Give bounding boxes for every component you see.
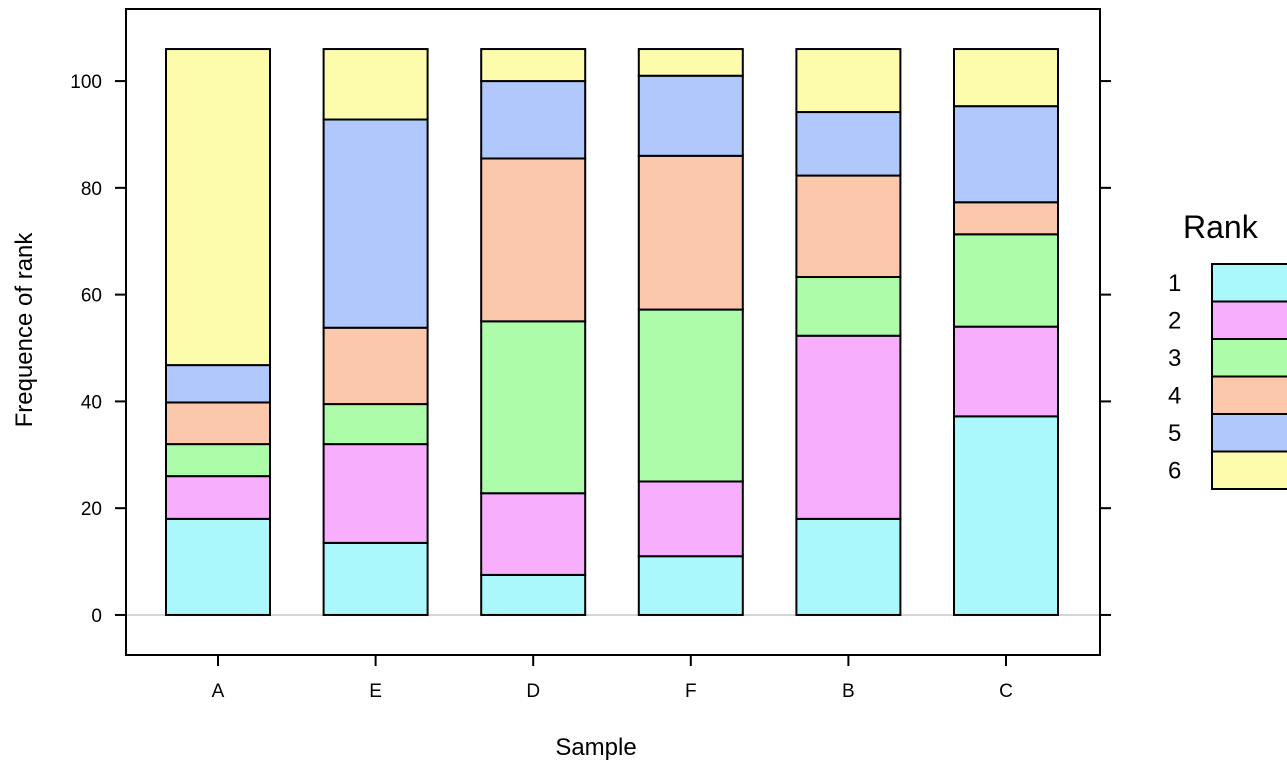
legend-swatch-rank-1 bbox=[1211, 263, 1287, 303]
bar-segment-rank-5 bbox=[637, 74, 744, 157]
bar-segment-rank-2 bbox=[637, 480, 744, 558]
bar-segment-rank-4 bbox=[953, 201, 1059, 236]
bar-segment-rank-6 bbox=[637, 48, 744, 77]
bar-segment-rank-1 bbox=[322, 541, 429, 616]
bar-segment-rank-4 bbox=[637, 154, 744, 311]
bar-stack bbox=[322, 48, 429, 616]
legend-swatch-rank-6 bbox=[1211, 450, 1287, 490]
legend-swatch-rank-2 bbox=[1211, 300, 1287, 340]
legend-label-rank-2: 2 bbox=[1168, 308, 1181, 335]
legend-label-rank-1: 1 bbox=[1168, 270, 1181, 297]
stacked-bars bbox=[165, 48, 1059, 616]
bar-segment-rank-2 bbox=[480, 492, 587, 576]
bar-segment-rank-5 bbox=[953, 105, 1059, 204]
bar-segment-rank-5 bbox=[480, 80, 587, 160]
bar-segment-rank-2 bbox=[165, 475, 271, 520]
legend: Rank 1 2 3 4 5 6 bbox=[1168, 209, 1287, 490]
bar-stack bbox=[953, 48, 1059, 616]
y-tick-label: 80 bbox=[81, 179, 102, 200]
bar-segment-rank-1 bbox=[165, 517, 271, 616]
legend-label-rank-3: 3 bbox=[1168, 345, 1181, 372]
bar-segment-rank-1 bbox=[953, 415, 1059, 616]
bar-stack bbox=[480, 48, 587, 616]
x-tick-label: E bbox=[369, 681, 382, 702]
bar-segment-rank-6 bbox=[165, 48, 271, 367]
legend-swatch-rank-5 bbox=[1211, 413, 1287, 453]
bar-segment-rank-4 bbox=[795, 174, 902, 279]
bar-segment-rank-5 bbox=[795, 111, 902, 177]
bar-segment-rank-6 bbox=[480, 48, 587, 83]
y-tick-label: 60 bbox=[81, 286, 102, 307]
bar-stack bbox=[795, 48, 902, 616]
bar-stack bbox=[637, 48, 744, 616]
bar-segment-rank-2 bbox=[795, 334, 902, 520]
bar-segment-rank-3 bbox=[165, 443, 271, 478]
bar-segment-rank-3 bbox=[953, 233, 1059, 328]
legend-label-rank-5: 5 bbox=[1168, 420, 1181, 447]
y-tick-label: 40 bbox=[81, 392, 102, 413]
legend-swatch-rank-4 bbox=[1211, 375, 1287, 415]
bar-segment-rank-3 bbox=[322, 403, 429, 446]
x-tick-label: D bbox=[526, 681, 540, 702]
bar-segment-rank-5 bbox=[165, 364, 271, 404]
x-axis-label: Sample bbox=[555, 734, 636, 761]
y-tick-label: 100 bbox=[70, 72, 102, 93]
bar-segment-rank-4 bbox=[165, 401, 271, 446]
bar-segment-rank-6 bbox=[953, 48, 1059, 108]
bar-segment-rank-2 bbox=[322, 443, 429, 544]
x-tick-label: F bbox=[685, 681, 697, 702]
bar-segment-rank-3 bbox=[480, 320, 587, 495]
bar-segment-rank-2 bbox=[953, 325, 1059, 418]
x-tick-label: A bbox=[212, 681, 225, 702]
y-tick-label: 20 bbox=[81, 499, 102, 520]
legend-label-rank-6: 6 bbox=[1168, 458, 1181, 485]
legend-swatch-rank-3 bbox=[1211, 338, 1287, 378]
plot-frame bbox=[125, 8, 1101, 656]
y-tick-label: 0 bbox=[91, 606, 102, 627]
bar-segment-rank-1 bbox=[480, 573, 587, 616]
bar-segment-rank-6 bbox=[322, 48, 429, 121]
bar-segment-rank-4 bbox=[322, 326, 429, 406]
bar-segment-rank-3 bbox=[637, 308, 744, 483]
y-axis-label: Frequence of rank bbox=[11, 232, 38, 428]
bar-segment-rank-4 bbox=[480, 157, 587, 323]
bar-segment-rank-1 bbox=[637, 555, 744, 616]
legend-title: Rank bbox=[1183, 209, 1259, 245]
bar-stack bbox=[165, 48, 271, 616]
bar-segment-rank-3 bbox=[795, 276, 902, 337]
x-tick-label: B bbox=[842, 681, 855, 702]
y-axis: 0 20 40 60 80 100 bbox=[70, 72, 1111, 627]
legend-label-rank-4: 4 bbox=[1168, 383, 1181, 410]
bar-segment-rank-1 bbox=[795, 517, 902, 616]
bar-segment-rank-6 bbox=[795, 48, 902, 114]
bar-segment-rank-5 bbox=[322, 118, 429, 329]
x-tick-label: C bbox=[999, 681, 1013, 702]
